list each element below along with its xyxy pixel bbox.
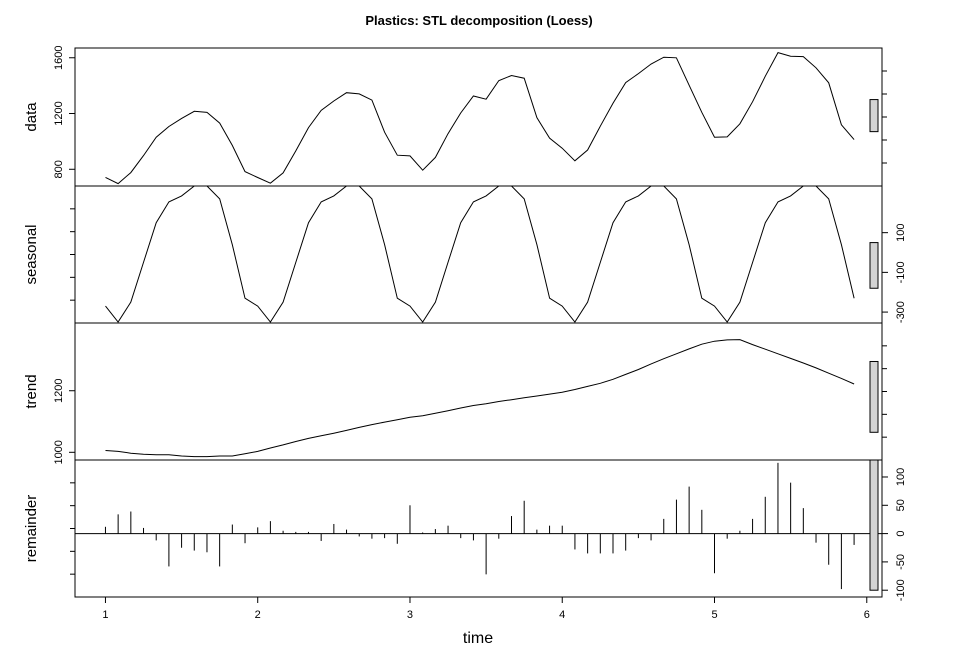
- data-y-tick-label: 800: [53, 160, 65, 178]
- panels: 80012001600data-300-100100seasonal100012…: [23, 46, 907, 602]
- seasonal-y-tick-label: 100: [895, 223, 907, 241]
- remainder-y-tick-label: -100: [895, 579, 907, 601]
- seasonal-y-tick-label: -100: [895, 261, 907, 283]
- trend-frame: [74, 322, 883, 461]
- seasonal-y-tick-label: -300: [895, 301, 907, 323]
- trend-panel-label: trend: [23, 374, 40, 408]
- trend-range-bar: [869, 360, 879, 433]
- panel-seasonal: -300 -100 100 seasonal: [23, 185, 907, 324]
- data-frame: [74, 47, 883, 187]
- remainder-y-tick-label: 50: [895, 499, 907, 511]
- x-tick-label: 1: [102, 609, 108, 621]
- data-range-bar: [869, 99, 879, 133]
- x-axis: 1 2 3 4 5 6: [102, 597, 870, 621]
- seasonal-range-bar: [869, 242, 879, 289]
- chart-title: Plastics: STL decomposition (Loess): [365, 13, 592, 28]
- panel-remainder: -100 -50 0 50 100 remainder: [23, 459, 907, 601]
- x-tick-label: 4: [559, 609, 565, 621]
- seasonal-panel-label: seasonal: [23, 224, 40, 284]
- panel-trend: 1000 1200 trend: [23, 322, 887, 465]
- panel-data: 800 1200 1600 data: [23, 46, 887, 187]
- x-axis-label: time: [463, 630, 493, 647]
- remainder-frame: [74, 459, 883, 598]
- remainder-panel-label: remainder: [23, 495, 40, 563]
- trend-series-line: [105, 339, 855, 458]
- data-y-tick-label: 1200: [53, 101, 65, 125]
- data-y-tick-label: 1600: [53, 46, 65, 70]
- x-tick-label: 3: [407, 609, 413, 621]
- trend-y-tick-label: 1000: [53, 440, 65, 464]
- data-panel-label: data: [23, 102, 40, 132]
- x-tick-label: 6: [864, 609, 870, 621]
- x-tick-label: 5: [711, 609, 717, 621]
- data-series-line: [105, 52, 855, 185]
- x-tick-label: 2: [255, 609, 261, 621]
- remainder-y-tick-label: 100: [895, 468, 907, 486]
- seasonal-frame: [74, 185, 883, 324]
- remainder-range-bar: [869, 459, 879, 591]
- seasonal-series-line: [105, 185, 855, 323]
- remainder-y-tick-label: -50: [895, 554, 907, 570]
- trend-y-tick-label: 1200: [53, 378, 65, 402]
- remainder-y-tick-label: 0: [895, 531, 907, 537]
